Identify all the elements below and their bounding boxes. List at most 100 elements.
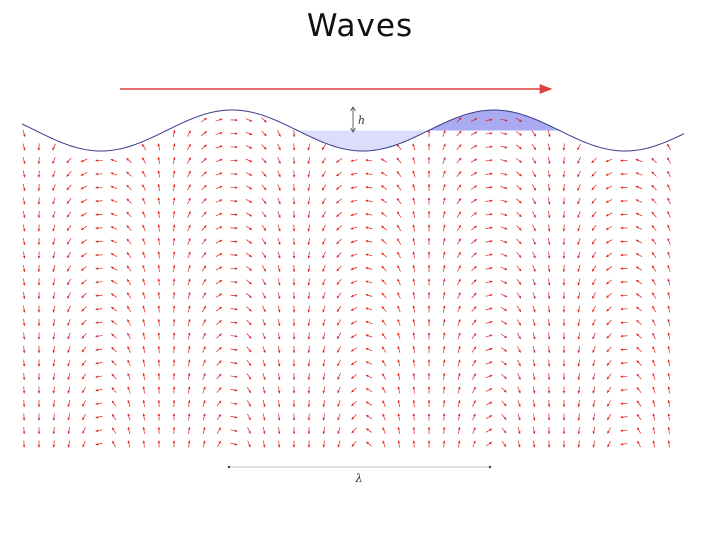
velocity-arrowhead [473, 346, 476, 350]
wavelength-marker [227, 465, 492, 469]
velocity-arrowhead [381, 252, 385, 256]
velocity-arrowhead [248, 308, 252, 312]
velocity-arrowhead [263, 404, 266, 407]
velocity-arrowhead [427, 292, 431, 295]
velocity-arrowhead [458, 359, 461, 363]
velocity-arrowhead [427, 211, 431, 214]
velocity-arrowhead [23, 134, 26, 137]
velocity-arrowhead [292, 431, 296, 434]
velocity-arrowhead [336, 254, 340, 258]
velocity-arrowhead [667, 427, 671, 430]
velocity-arrowhead [652, 305, 655, 309]
velocity-arrowhead [249, 281, 252, 285]
velocity-arrowhead [142, 427, 146, 430]
velocity-arrowhead [636, 387, 640, 390]
velocity-arrowhead [366, 428, 369, 431]
velocity-arrowhead [203, 359, 206, 363]
velocity-arrowhead [110, 158, 114, 162]
velocity-arrowhead [307, 161, 310, 164]
velocity-arrowhead [172, 170, 176, 174]
velocity-arrowhead [592, 417, 596, 421]
velocity-arrowhead [667, 386, 671, 390]
velocity-arrowhead [532, 363, 536, 367]
velocity-arrowhead [37, 350, 41, 353]
velocity-arrowhead [518, 349, 521, 353]
velocity-arrowhead [142, 292, 145, 295]
velocity-arrowhead [95, 375, 99, 378]
velocity-arrowhead [489, 145, 493, 149]
velocity-arrowhead [442, 292, 446, 295]
velocity-arrowhead [95, 334, 99, 338]
velocity-arrowhead [474, 118, 478, 121]
velocity-arrowhead [234, 361, 238, 365]
velocity-arrowhead [350, 240, 354, 244]
velocity-arrowhead [547, 363, 551, 367]
velocity-arrowhead [397, 346, 400, 349]
velocity-arrowhead [667, 157, 670, 161]
velocity-arrowhead [620, 415, 624, 419]
velocity-arrowhead [547, 336, 551, 340]
velocity-arrowhead [504, 173, 508, 176]
velocity-arrowhead [489, 347, 493, 351]
velocity-arrowhead [350, 281, 354, 284]
velocity-arrowhead [277, 417, 281, 421]
velocity-arrowhead [95, 199, 98, 203]
velocity-arrowhead [489, 415, 493, 418]
velocity-arrowhead [263, 377, 266, 380]
velocity-arrowhead [504, 281, 508, 284]
velocity-arrowhead [322, 160, 325, 164]
velocity-arrowhead [277, 404, 281, 407]
velocity-arrowhead [203, 252, 207, 255]
velocity-arrowhead [427, 319, 431, 322]
velocity-arrowhead [651, 252, 655, 255]
velocity-arrowhead [533, 336, 536, 340]
velocity-arrowhead [52, 147, 55, 151]
velocity-arrowhead [172, 278, 176, 282]
velocity-arrowhead [518, 417, 521, 421]
velocity-arrowhead [518, 404, 521, 407]
velocity-arrowhead [442, 359, 446, 363]
velocity-arrowhead [95, 348, 99, 351]
velocity-arrowhead [127, 413, 130, 417]
velocity-arrowhead [337, 322, 340, 326]
velocity-arrowhead [427, 359, 431, 362]
velocity-arrowhead [37, 310, 41, 313]
velocity-arrowhead [22, 309, 26, 313]
velocity-arrowhead [292, 310, 296, 313]
velocity-arrowhead [218, 414, 221, 417]
velocity-arrowhead [203, 346, 206, 350]
velocity-arrowhead [157, 319, 161, 322]
velocity-arrowhead [204, 144, 207, 148]
velocity-arrowhead [157, 251, 161, 255]
velocity-arrowhead [562, 269, 566, 272]
velocity-arrowhead [577, 215, 580, 218]
velocity-arrowhead [412, 278, 416, 282]
velocity-arrowhead [577, 363, 581, 367]
velocity-arrowhead [427, 373, 431, 376]
velocity-arrowhead [235, 213, 238, 216]
velocity-arrowhead [22, 391, 26, 394]
velocity-arrowhead [577, 431, 581, 434]
velocity-arrowhead [382, 386, 385, 390]
velocity-arrowhead [188, 251, 191, 255]
velocity-arrowhead [635, 239, 639, 243]
velocity-arrowhead [248, 417, 251, 421]
velocity-arrowhead [504, 213, 508, 217]
velocity-arrowhead [322, 309, 325, 313]
velocity-arrowhead [489, 442, 492, 445]
velocity-arrowhead [635, 199, 639, 202]
velocity-arrowhead [157, 373, 161, 376]
velocity-arrowhead [248, 363, 252, 366]
velocity-arrowhead [218, 427, 221, 431]
velocity-arrowhead [292, 202, 296, 205]
velocity-arrowhead [172, 346, 176, 349]
velocity-arrowhead [188, 143, 191, 147]
velocity-arrowhead [110, 239, 114, 243]
velocity-arrowhead [382, 440, 385, 444]
velocity-arrowhead [620, 267, 623, 270]
velocity-arrowhead [337, 309, 340, 312]
velocity-arrowhead [336, 173, 339, 177]
velocity-arrowhead [307, 336, 311, 340]
velocity-arrowhead [336, 200, 339, 204]
velocity-arrowhead [562, 377, 566, 380]
